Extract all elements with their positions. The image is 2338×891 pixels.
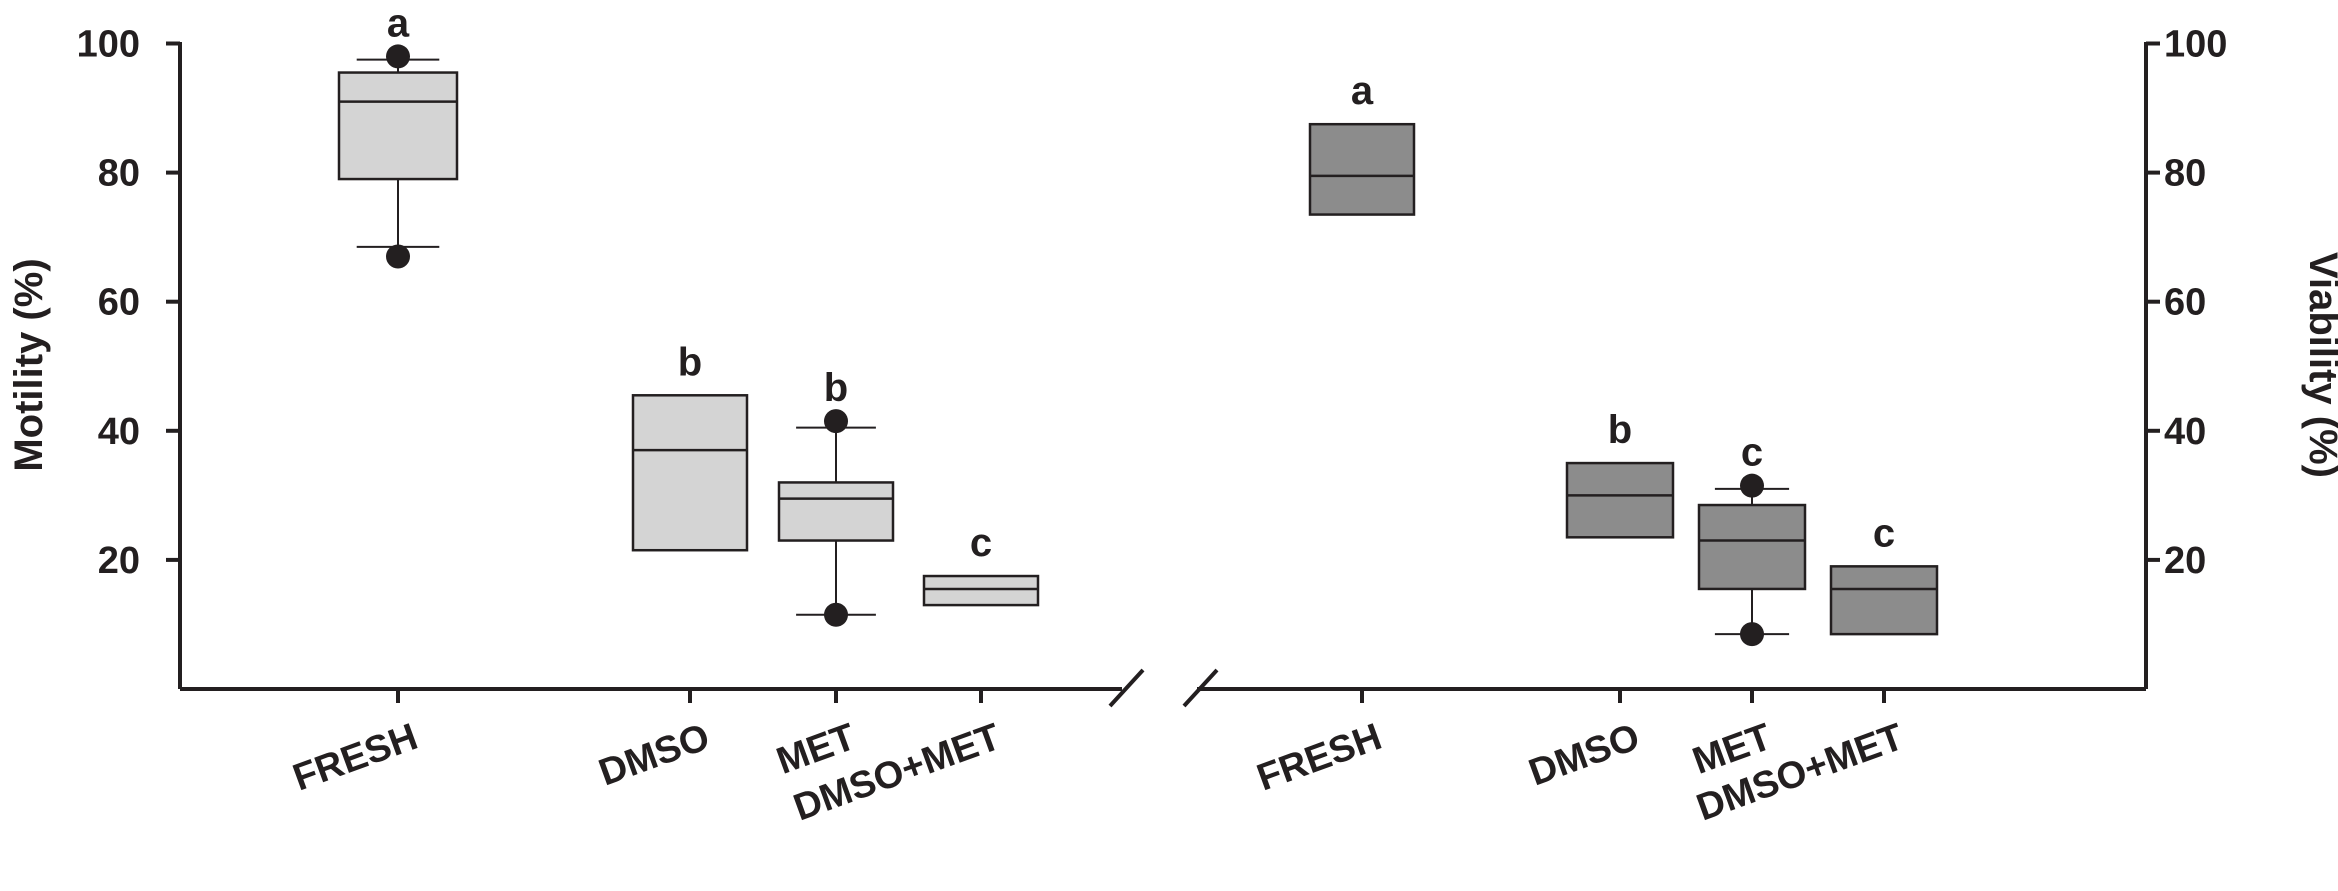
axis-break-mark-left [1108,668,1145,708]
left-dmso-met-significance-letter: c [970,521,992,565]
right-met-outlier-0 [1740,473,1764,498]
right-dmso-met-box [1829,565,1939,636]
right-dmso-significance-letter: b [1608,408,1632,452]
right-y-tick-label-60: 60 [2164,282,2206,324]
left-dmso-met-box [922,574,1040,607]
right-dmso-met-significance-letter: c [1873,511,1895,555]
left-y-tick-label-20: 20 [98,540,140,582]
right-met-significance-letter: c [1741,431,1763,475]
left-met-outlier-1 [824,602,848,627]
right-fresh-x-tick-label: FRESH [1252,716,1387,800]
left-fresh-box [337,71,459,181]
right-fresh-box [1308,122,1416,216]
right-y-axis: Viability (%) [2144,42,2338,689]
left-met-box [777,481,895,542]
left-met-outlier-0 [824,409,848,434]
right-y-tick-label-80: 80 [2164,153,2206,195]
axis-break-mark-right [1182,668,1219,708]
right-y-tick-label-20: 20 [2164,540,2206,582]
right-y-axis-label: Viability (%) [2301,252,2338,478]
left-dmso-box [631,394,749,552]
right-y-tick-label-40: 40 [2164,411,2206,453]
right-y-tick-label-100: 100 [2164,24,2227,66]
left-fresh-outlier-1 [386,244,410,269]
left-fresh-x-tick-label: FRESH [288,716,423,800]
x-axis [180,668,2146,708]
right-met-outlier-1 [1740,622,1764,647]
left-y-tick-label-100: 100 [77,24,140,66]
left-dmso-significance-letter: b [678,340,702,384]
left-y-tick-label-80: 80 [98,153,140,195]
left-y-tick-label-60: 60 [98,282,140,324]
left-met-significance-letter: b [824,366,848,410]
left-y-axis: Motility (%) [7,42,182,689]
right-met-box [1697,503,1807,591]
left-y-tick-label-40: 40 [98,411,140,453]
left-fresh-significance-letter: a [387,1,410,45]
right-fresh-significance-letter: a [1351,69,1374,113]
right-dmso-x-tick-label: DMSO [1524,716,1645,794]
left-fresh-outlier-0 [386,44,410,69]
right-dmso-box [1565,461,1675,539]
left-y-axis-label: Motility (%) [7,258,51,471]
left-dmso-x-tick-label: DMSO [594,716,715,794]
